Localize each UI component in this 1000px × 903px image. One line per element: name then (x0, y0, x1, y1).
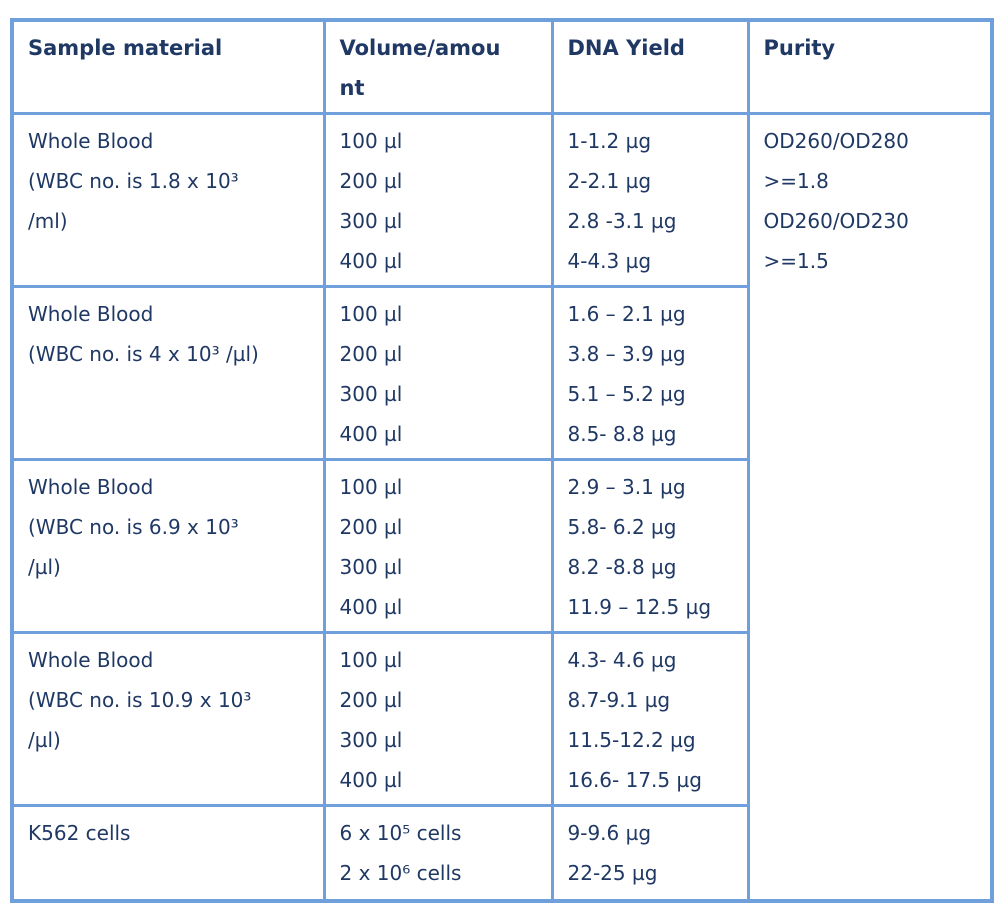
header-purity: Purity (746, 18, 994, 115)
dna-yield-table: Sample material Volume/amou nt DNA Yield… (10, 18, 994, 903)
volume-cell: 100 µl 200 µl 300 µl 400 µl (322, 458, 554, 634)
dna-yield-cell: 4.3- 4.6 µg 8.7-9.1 µg 11.5-12.2 µg 16.6… (550, 631, 750, 807)
volume-cell: 100 µl 200 µl 300 µl 400 µl (322, 285, 554, 461)
sample-material-cell: Whole Blood (WBC no. is 10.9 x 10³ /µl) (10, 631, 326, 807)
header-sample-material: Sample material (10, 18, 326, 115)
header-row: Sample material Volume/amou nt DNA Yield… (10, 18, 994, 115)
document-page: Sample material Volume/amou nt DNA Yield… (10, 18, 994, 903)
table-row-whole-blood-1: Whole Blood (WBC no. is 1.8 x 10³ /ml) 1… (10, 112, 994, 903)
purity-cell: OD260/OD280 >=1.8 OD260/OD230 >=1.5 (746, 112, 994, 903)
volume-cell: 6 x 10⁵ cells 2 x 10⁶ cells (322, 804, 554, 903)
volume-cell: 100 µl 200 µl 300 µl 400 µl (322, 112, 554, 288)
table-row-whole-blood-4: Whole Blood (WBC no. is 10.9 x 10³ /µl) … (10, 631, 992, 807)
table-row-whole-blood-2: Whole Blood (WBC no. is 4 x 10³ /µl) 100… (10, 285, 992, 461)
dna-yield-cell: 1-1.2 µg 2-2.1 µg 2.8 -3.1 µg 4-4.3 µg (550, 112, 750, 288)
dna-yield-cell: 2.9 – 3.1 µg 5.8- 6.2 µg 8.2 -8.8 µg 11.… (550, 458, 750, 634)
volume-cell: 100 µl 200 µl 300 µl 400 µl (322, 631, 554, 807)
header-volume-amount: Volume/amou nt (322, 18, 554, 115)
dna-yield-cell: 9-9.6 µg 22-25 µg (550, 804, 750, 903)
table-row-whole-blood-3: Whole Blood (WBC no. is 6.9 x 10³ /µl) 1… (10, 458, 992, 634)
sample-material-cell: K562 cells (10, 804, 326, 903)
sample-material-cell: Whole Blood (WBC no. is 1.8 x 10³ /ml) (10, 112, 326, 288)
dna-yield-cell: 1.6 – 2.1 µg 3.8 – 3.9 µg 5.1 – 5.2 µg 8… (550, 285, 750, 461)
header-dna-yield: DNA Yield (550, 18, 750, 115)
sample-material-cell: Whole Blood (WBC no. is 6.9 x 10³ /µl) (10, 458, 326, 634)
sample-material-cell: Whole Blood (WBC no. is 4 x 10³ /µl) (10, 285, 326, 461)
